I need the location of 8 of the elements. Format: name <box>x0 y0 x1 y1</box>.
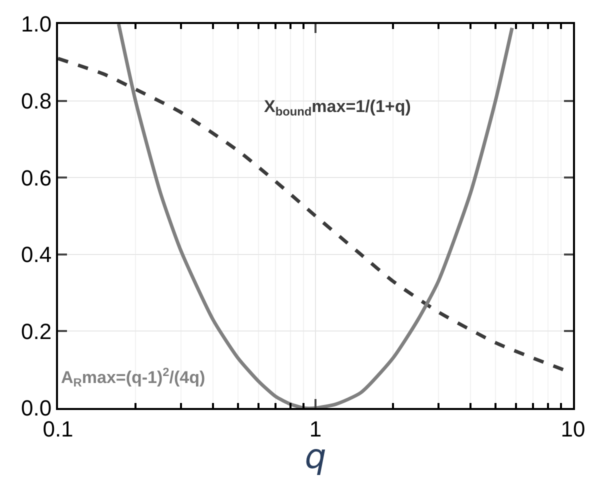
y-tick-label: 0.6 <box>21 165 52 190</box>
x-tick-label: 10 <box>560 416 586 442</box>
y-tick-label: 1.0 <box>21 12 52 37</box>
text: X$_{bound}$max=1/(1+q) <box>264 97 411 119</box>
series-label: A$_{R}$max=(q-1)$^{2}$/(4q) <box>61 365 206 390</box>
y-tick-label: 0.8 <box>21 88 52 114</box>
y-tick-label: 0.4 <box>21 242 52 268</box>
y-tick-label: 0.2 <box>21 318 52 344</box>
